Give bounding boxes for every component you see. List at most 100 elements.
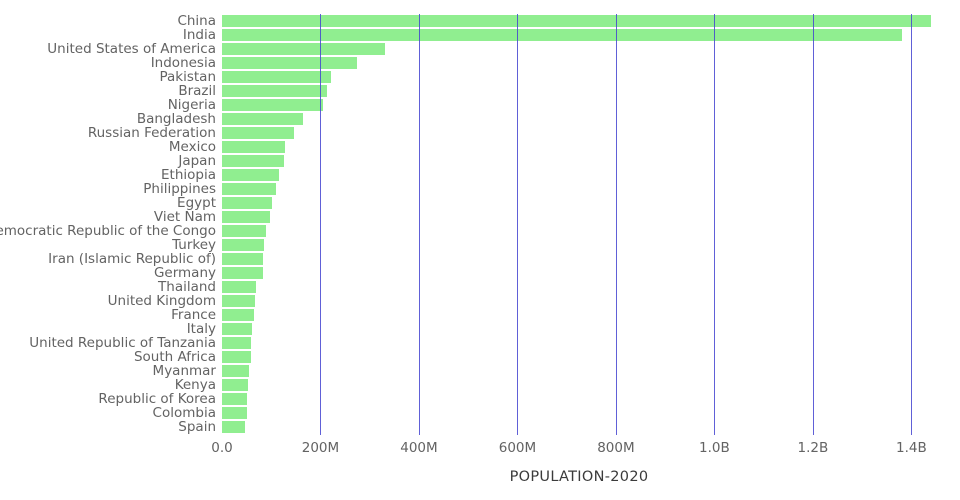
bar-row: Indonesia [0,56,936,70]
bar-rows: China India United States of America Indone… [0,14,936,434]
bar-track [222,70,936,84]
bar-row: Nigeria [0,98,936,112]
bar-track [222,336,936,350]
bar-track [222,350,936,364]
bar-label: Colombia [152,406,216,420]
bar-label: Democratic Republic of the Congo [0,224,216,238]
bar-row: Mexico [0,140,936,154]
bar-label: Japan [178,154,216,168]
bar-row: United Kingdom [0,294,936,308]
bar-label: Myanmar [152,364,216,378]
bar-label: Mexico [168,140,216,154]
bar-track [222,196,936,210]
bar-row: Iran (Islamic Republic of) [0,252,936,266]
bar-track [222,238,936,252]
bar-label: France [171,308,216,322]
bar-label: Germany [153,266,216,280]
x-tick-label: 600M [498,440,537,456]
bar-track [222,126,936,140]
bar-label: Turkey [172,238,216,252]
bar-track [222,364,936,378]
bar-track [222,210,936,224]
x-tick-label: 1.4B [896,440,927,456]
bar-row: France [0,308,936,322]
bar-track [222,266,936,280]
bar-row: Italy [0,322,936,336]
bar-label: South Africa [133,350,216,364]
bar [222,393,248,405]
bar-track [222,294,936,308]
bar-row: Colombia [0,406,936,420]
bar-label: Iran (Islamic Republic of) [48,252,216,266]
x-tick-label: 0.0 [211,440,233,456]
bar-row: United States of America [0,42,936,56]
bar [222,155,285,167]
bar-row: Kenya [0,378,936,392]
bar [222,71,331,83]
bar [222,253,264,265]
bar-track [222,280,936,294]
bar-label: Russian Federation [87,126,216,140]
bar-label: Italy [186,322,216,336]
bar [222,407,248,419]
bar [222,211,270,223]
bar-label: United Republic of Tanzania [29,336,216,350]
bar [222,127,294,139]
bar-row: India [0,28,936,42]
bar [222,169,279,181]
bar-row: Democratic Republic of the Congo [0,224,936,238]
bar-track [222,420,936,434]
x-tick-label: 200M [301,440,340,456]
bar-row: Russian Federation [0,126,936,140]
bar-label: Philippines [143,182,216,196]
bar [222,239,264,251]
bar-row: Brazil [0,84,936,98]
bar [222,15,931,27]
bar-track [222,392,936,406]
bar-track [222,28,936,42]
bar [222,267,264,279]
bar [222,141,286,153]
bar-track [222,140,936,154]
bar-row: South Africa [0,350,936,364]
bar [222,351,252,363]
bar [222,379,249,391]
bar-track [222,84,936,98]
bar-track [222,378,936,392]
bar-track [222,168,936,182]
x-tick-label: 1.2B [797,440,829,456]
bar [222,281,257,293]
bar-track [222,406,936,420]
bar-row: Egypt [0,196,936,210]
bar [222,197,273,209]
bar-track [222,182,936,196]
bar-track [222,154,936,168]
bar-track [222,14,936,28]
bar-label: Viet Nam [153,210,216,224]
bar [222,85,327,97]
bar [222,365,249,377]
bar [222,183,276,195]
bar-label: Nigeria [167,98,216,112]
bar-row: Philippines [0,182,936,196]
bar [222,225,267,237]
bar-track [222,98,936,112]
bar-label: Kenya [174,378,216,392]
bar-label: Pakistan [159,70,216,84]
bar [222,295,256,307]
bar-label: United States of America [47,42,216,56]
x-tick-label: 800M [597,440,635,456]
bar-label: China [177,14,216,28]
bar [222,337,252,349]
bar-track [222,224,936,238]
bar-track [222,308,936,322]
bar-track [222,56,936,70]
bar-label: United Kingdom [107,294,216,308]
bar-label: India [182,28,216,42]
bar [222,309,255,321]
bar-track [222,252,936,266]
bar-row: Republic of Korea [0,392,936,406]
bar [222,323,252,335]
bar-label: Ethiopia [161,168,216,182]
